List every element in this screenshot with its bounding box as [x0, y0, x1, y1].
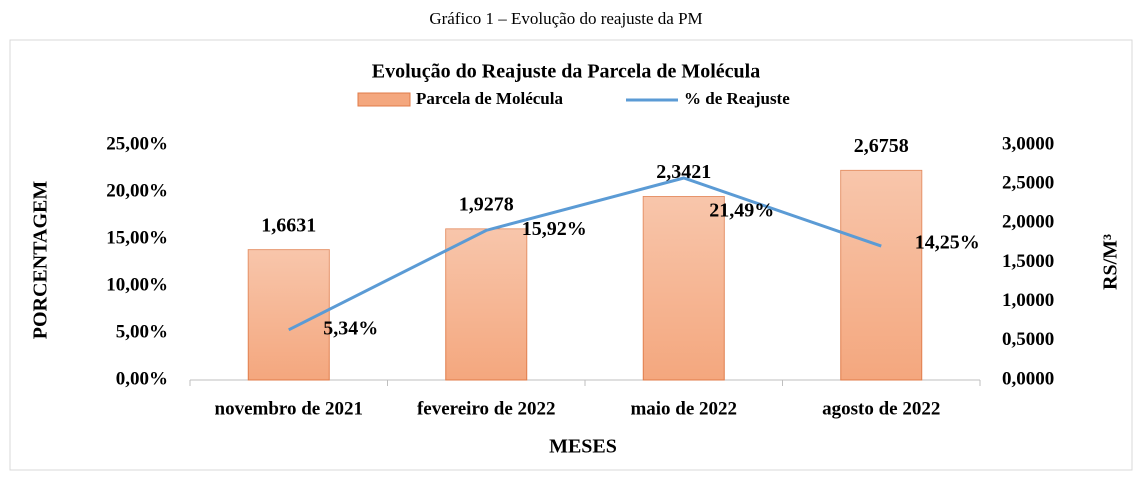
y2-axis-label: RS/M³ — [1100, 234, 1122, 290]
line-value-label: 5,34% — [323, 317, 378, 339]
y-tick-label: 0,00% — [116, 368, 168, 389]
y2-tick-label: 1,0000 — [1002, 290, 1054, 311]
x-axis-label: MESES — [549, 436, 617, 458]
bar-shade — [840, 170, 922, 380]
y2-tick-label: 2,5000 — [1002, 173, 1054, 194]
y-tick-label: 5,00% — [116, 321, 168, 342]
line — [288, 176, 882, 332]
bar-value-label: 1,9278 — [459, 194, 514, 216]
caption: Gráfico 1 – Evolução do reajuste da PM — [429, 9, 702, 28]
x-tick-label: fevereiro de 2022 — [417, 398, 556, 419]
y-tick-label: 10,00% — [106, 274, 168, 295]
x-tick-label: maio de 2022 — [630, 398, 737, 419]
y-tick-label: 20,00% — [106, 180, 168, 201]
chart-title: Evolução do Reajuste da Parcela de Moléc… — [372, 61, 760, 83]
legend-swatch — [357, 92, 411, 107]
line-value-label: 21,49% — [709, 200, 774, 222]
y-tick-label: 25,00% — [106, 133, 168, 154]
y2-tick-label: 0,0000 — [1002, 368, 1054, 389]
x-tick-label: novembro de 2021 — [215, 398, 363, 419]
bar-shade — [643, 196, 725, 380]
bar-shade — [445, 228, 527, 380]
y2-tick-label: 3,0000 — [1002, 133, 1054, 154]
y2-tick-label: 0,5000 — [1002, 329, 1054, 350]
line-value-label: 15,92% — [522, 218, 587, 240]
legend-label: Parcela de Molécula — [416, 89, 563, 108]
y2-tick-label: 1,5000 — [1002, 251, 1054, 272]
bar-value-label: 1,6631 — [261, 214, 316, 236]
bar-value-label: 2,3421 — [656, 161, 711, 183]
y2-tick-label: 2,0000 — [1002, 212, 1054, 233]
bar-value-label: 2,6758 — [854, 135, 909, 157]
x-tick-label: agosto de 2022 — [822, 398, 940, 419]
y-tick-label: 15,00% — [106, 227, 168, 248]
legend-label: % de Reajuste — [684, 89, 790, 108]
line-value-label: 14,25% — [915, 232, 980, 254]
chart-frame — [9, 39, 1133, 471]
y-axis-label: PORCENTAGEM — [30, 181, 52, 340]
